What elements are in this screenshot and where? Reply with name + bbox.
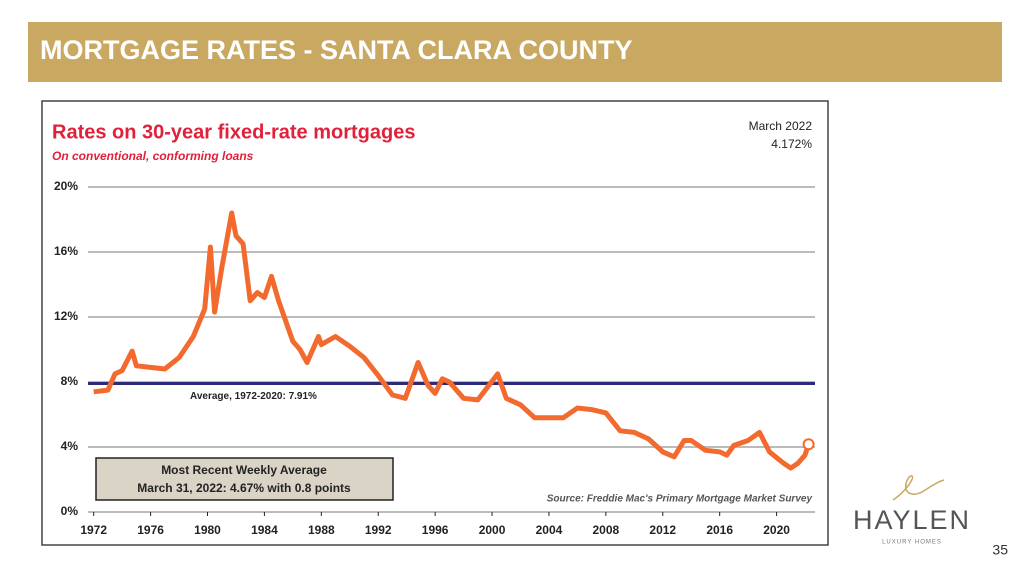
note-line: March 31, 2022: 4.67% with 0.8 points — [137, 481, 351, 495]
x-tick-label: 1976 — [137, 523, 164, 537]
y-tick-label: 0% — [61, 504, 79, 518]
logo-tagline: LUXURY HOMES — [882, 540, 942, 546]
latest-point — [802, 438, 815, 451]
x-tick-label: 2020 — [763, 523, 790, 537]
page-number: 35 — [992, 542, 1008, 558]
logo-mark — [892, 475, 945, 501]
annotation-value: 4.172% — [771, 137, 812, 151]
annotation-date: March 2022 — [749, 119, 813, 133]
x-tick-label: 1988 — [308, 523, 335, 537]
y-tick-label: 12% — [54, 309, 78, 323]
y-tick-label: 4% — [61, 439, 79, 453]
header-banner — [28, 22, 1002, 82]
note-box — [95, 457, 394, 501]
x-tick-label: 1996 — [422, 523, 449, 537]
x-tick-label: 2008 — [593, 523, 620, 537]
y-tick-label: 16% — [54, 244, 78, 258]
chart-subtitle: On conventional, conforming loans — [52, 149, 254, 163]
x-tick-label: 1972 — [80, 523, 107, 537]
chart-title: Rates on 30-year fixed-rate mortgages — [52, 121, 415, 143]
rate-line — [93, 210, 811, 471]
x-tick-label: 1992 — [365, 523, 392, 537]
y-tick-label: 8% — [61, 374, 79, 388]
x-tick-label: 1984 — [251, 523, 278, 537]
y-tick-label: 20% — [54, 179, 78, 193]
logo-name: HAYLEN — [853, 505, 971, 535]
source: Source: Freddie Mac's Primary Mortgage M… — [547, 494, 813, 505]
slide-title: MORTGAGE RATES - SANTA CLARA COUNTY — [40, 35, 632, 65]
x-tick-label: 2004 — [536, 523, 563, 537]
note-line: Most Recent Weekly Average — [161, 463, 327, 477]
plot: 0% 4% 8% 12% 16% 20% 1972 1976 1980 1984 1988 1992 1… — [54, 179, 815, 537]
x-tick-label: 2012 — [649, 523, 676, 537]
x-tick-label: 2000 — [479, 523, 506, 537]
x-tick-label: 2016 — [706, 523, 733, 537]
average-label: Average, 1972-2020: 7.91% — [190, 391, 317, 402]
x-tick-label: 1980 — [194, 523, 221, 537]
